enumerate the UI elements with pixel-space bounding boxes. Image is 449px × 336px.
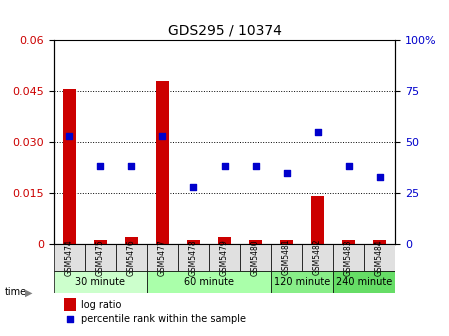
FancyBboxPatch shape — [364, 244, 395, 271]
Text: GSM5476: GSM5476 — [127, 239, 136, 276]
FancyBboxPatch shape — [240, 244, 271, 271]
FancyBboxPatch shape — [271, 244, 302, 271]
FancyBboxPatch shape — [147, 244, 178, 271]
Bar — [156, 81, 169, 244]
Bar — [64, 298, 76, 311]
Bar — [63, 89, 75, 244]
Text: 30 minute: 30 minute — [75, 277, 125, 287]
Text: GSM5478: GSM5478 — [189, 239, 198, 276]
FancyBboxPatch shape — [147, 271, 271, 293]
FancyBboxPatch shape — [333, 271, 395, 293]
FancyBboxPatch shape — [54, 271, 147, 293]
FancyBboxPatch shape — [178, 244, 209, 271]
Point — [159, 133, 166, 139]
Point — [190, 184, 197, 190]
Text: time: time — [4, 287, 26, 297]
Title: GDS295 / 10374: GDS295 / 10374 — [167, 24, 282, 38]
FancyBboxPatch shape — [116, 244, 147, 271]
Point — [252, 164, 259, 169]
Point — [221, 164, 228, 169]
Text: GSM5482: GSM5482 — [313, 239, 322, 276]
Bar — [125, 237, 138, 244]
FancyBboxPatch shape — [209, 244, 240, 271]
Point — [314, 129, 321, 135]
Bar — [187, 241, 200, 244]
Bar — [280, 241, 293, 244]
Text: 60 minute: 60 minute — [184, 277, 234, 287]
FancyBboxPatch shape — [302, 244, 333, 271]
Text: GSM5479: GSM5479 — [220, 239, 229, 276]
Text: GSM5480: GSM5480 — [251, 239, 260, 276]
Point — [97, 164, 104, 169]
Bar — [218, 237, 231, 244]
Bar — [94, 241, 106, 244]
Point — [345, 164, 352, 169]
Point — [66, 317, 74, 322]
FancyBboxPatch shape — [54, 244, 85, 271]
Text: GSM5483: GSM5483 — [344, 239, 353, 276]
FancyBboxPatch shape — [85, 244, 116, 271]
Text: 120 minute: 120 minute — [274, 277, 330, 287]
Text: GSM5481: GSM5481 — [282, 239, 291, 276]
Point — [128, 164, 135, 169]
Text: log ratio: log ratio — [81, 300, 122, 309]
Bar — [374, 241, 386, 244]
Point — [283, 170, 290, 175]
Text: GSM5477: GSM5477 — [158, 239, 167, 276]
FancyBboxPatch shape — [271, 271, 333, 293]
Text: GSM5474: GSM5474 — [65, 239, 74, 276]
Point — [376, 174, 383, 179]
Text: percentile rank within the sample: percentile rank within the sample — [81, 314, 246, 324]
Text: ▶: ▶ — [25, 287, 32, 297]
Bar — [249, 241, 262, 244]
Bar — [311, 196, 324, 244]
Text: GSM5484: GSM5484 — [375, 239, 384, 276]
Text: 240 minute: 240 minute — [336, 277, 392, 287]
FancyBboxPatch shape — [333, 244, 364, 271]
Bar — [343, 241, 355, 244]
Point — [66, 133, 73, 139]
Text: GSM5475: GSM5475 — [96, 239, 105, 276]
